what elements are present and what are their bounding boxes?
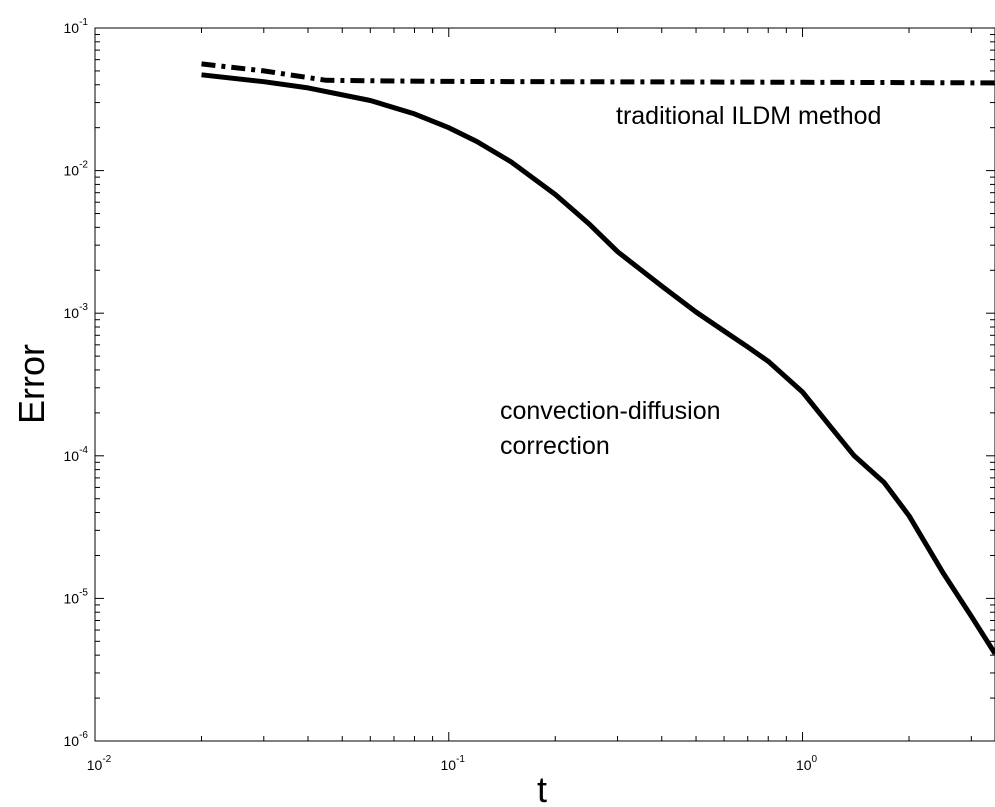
y-tick-label: 10-4 xyxy=(64,445,89,464)
x-tick-label: 10-2 xyxy=(87,754,112,773)
y-tick-label: 10-2 xyxy=(64,160,89,179)
series-layer xyxy=(201,61,995,655)
y-tick-label: 10-6 xyxy=(64,730,89,749)
series-line-solid xyxy=(201,72,995,655)
x-tick-label: 100 xyxy=(796,754,818,773)
series-line-dash-dot xyxy=(201,61,995,86)
y-tick-label: 10-3 xyxy=(64,302,89,321)
annotation-ildm: traditional ILDM method xyxy=(616,102,881,130)
plot-area xyxy=(94,27,995,742)
tick-labels: 10-2 10-1 100 10-6 10-5 10-4 10-3 10-2 10-1 xyxy=(64,17,818,773)
x-tick-label: 10-1 xyxy=(441,754,466,773)
ticks xyxy=(94,27,995,742)
annotation-convection-diffusion: convection-diffusion xyxy=(500,397,721,425)
x-axis-label: t xyxy=(537,769,547,807)
annotation-correction: correction xyxy=(500,432,610,460)
y-tick-label: 10-1 xyxy=(64,17,89,36)
y-axis-label: Error xyxy=(11,344,52,424)
y-tick-label: 10-5 xyxy=(64,587,89,606)
